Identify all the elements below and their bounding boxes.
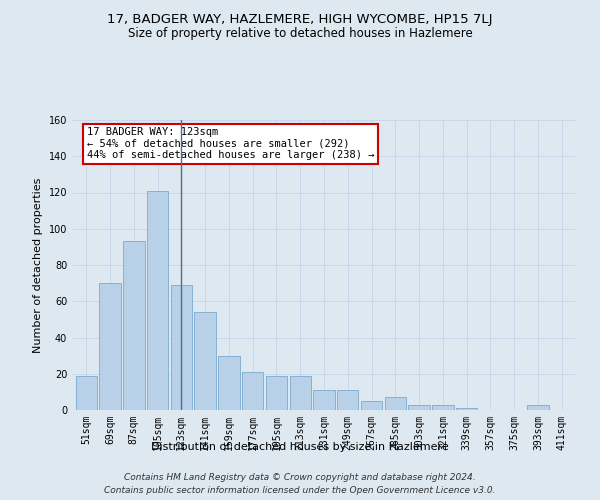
- Bar: [266, 376, 287, 410]
- Bar: [147, 190, 168, 410]
- Text: Distribution of detached houses by size in Hazlemere: Distribution of detached houses by size …: [151, 442, 449, 452]
- Bar: [194, 312, 216, 410]
- Bar: [409, 404, 430, 410]
- Bar: [218, 356, 239, 410]
- Text: Contains HM Land Registry data © Crown copyright and database right 2024.: Contains HM Land Registry data © Crown c…: [124, 472, 476, 482]
- Bar: [76, 376, 97, 410]
- Bar: [123, 242, 145, 410]
- Text: 17 BADGER WAY: 123sqm
← 54% of detached houses are smaller (292)
44% of semi-det: 17 BADGER WAY: 123sqm ← 54% of detached …: [87, 127, 374, 160]
- Bar: [290, 376, 311, 410]
- Bar: [100, 283, 121, 410]
- Bar: [313, 390, 335, 410]
- Bar: [432, 404, 454, 410]
- Bar: [170, 285, 192, 410]
- Bar: [361, 401, 382, 410]
- Text: 17, BADGER WAY, HAZLEMERE, HIGH WYCOMBE, HP15 7LJ: 17, BADGER WAY, HAZLEMERE, HIGH WYCOMBE,…: [107, 12, 493, 26]
- Bar: [456, 408, 478, 410]
- Text: Size of property relative to detached houses in Hazlemere: Size of property relative to detached ho…: [128, 28, 472, 40]
- Bar: [337, 390, 358, 410]
- Bar: [242, 372, 263, 410]
- Bar: [385, 398, 406, 410]
- Bar: [527, 404, 548, 410]
- Y-axis label: Number of detached properties: Number of detached properties: [33, 178, 43, 352]
- Text: Contains public sector information licensed under the Open Government Licence v3: Contains public sector information licen…: [104, 486, 496, 495]
